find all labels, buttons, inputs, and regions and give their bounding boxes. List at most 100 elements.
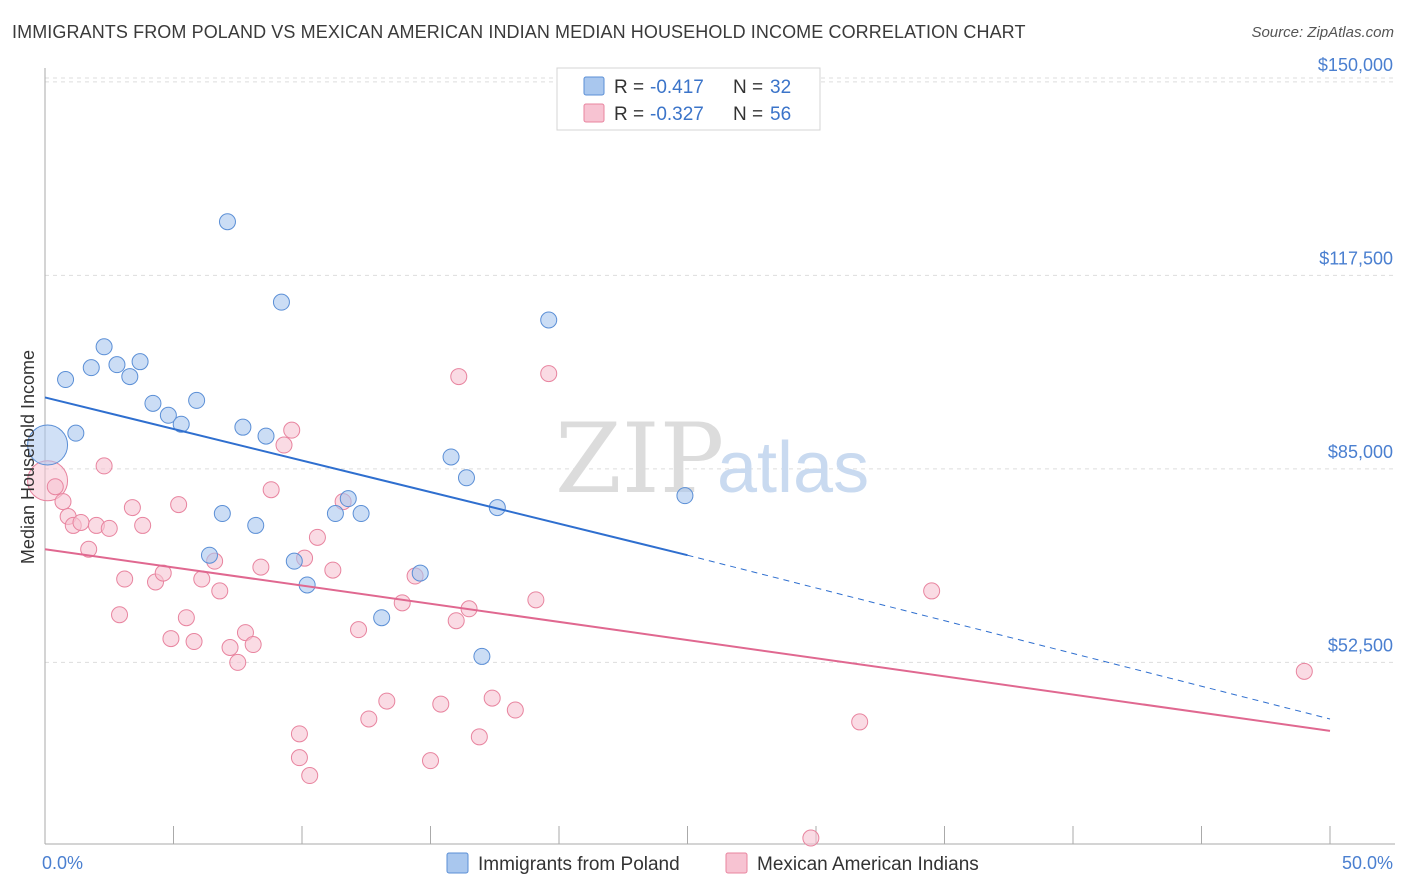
point-poland-19 (285, 552, 303, 570)
point-poland-15 (234, 418, 252, 436)
point-mexican-44 (470, 728, 488, 746)
point-mexican-25 (236, 624, 254, 642)
point-mexican-49 (301, 767, 319, 785)
point-mexican-38 (393, 594, 411, 612)
legend-r-label-poland: R = (614, 77, 644, 98)
trend-line-poland (44, 396, 688, 557)
point-mexican-17 (170, 496, 188, 514)
point-poland-28 (473, 647, 491, 665)
point-poland-0 (27, 424, 69, 466)
point-poland-11 (188, 391, 206, 409)
point-mexican-26 (244, 636, 262, 654)
point-poland-17 (257, 427, 275, 445)
point-mexican-45 (483, 689, 501, 707)
point-mexican-30 (283, 421, 301, 439)
point-poland-26 (442, 448, 460, 466)
trend-lines (44, 396, 1331, 732)
grid-lines (45, 77, 1395, 663)
point-poland-4 (95, 338, 113, 356)
watermark-atlas: atlas (717, 428, 869, 508)
point-poland-18 (272, 293, 290, 311)
point-mexican-37 (378, 692, 396, 710)
point-mexican-47 (527, 591, 545, 609)
x-tick-left: 0.0% (42, 853, 83, 873)
point-poland-7 (131, 353, 149, 371)
legend-n-value-mexican: 56 (770, 104, 791, 125)
point-mexican-5 (72, 513, 90, 531)
point-poland-27 (457, 469, 475, 487)
correlation-legend: R = -0.417 N = 32 R = -0.327 N = 56 (556, 67, 821, 131)
point-poland-23 (352, 505, 370, 523)
point-mexican-42 (447, 612, 465, 630)
legend-n-label-mexican: N = (733, 104, 763, 125)
point-mexican-29 (275, 436, 293, 454)
point-mexican-19 (185, 633, 203, 651)
point-mexican-2 (54, 493, 72, 511)
point-poland-3 (82, 359, 100, 377)
watermark-zip: ZIP (555, 403, 724, 515)
legend-r-value-mexican: -0.327 (650, 104, 704, 125)
point-mexican-53 (802, 829, 820, 847)
point-poland-9 (159, 406, 177, 424)
point-mexican-24 (229, 653, 247, 671)
point-mexican-27 (252, 558, 270, 576)
point-poland-25 (411, 564, 429, 582)
point-mexican-18 (177, 609, 195, 627)
y-axis-title: Median Household Income (18, 350, 38, 564)
chart-title: IMMIGRANTS FROM POLAND VS MEXICAN AMERIC… (12, 22, 1026, 42)
series-swatch-poland (446, 852, 469, 874)
point-mexican-28 (262, 481, 280, 499)
point-mexican-52 (450, 368, 468, 386)
point-poland-24 (373, 609, 391, 627)
point-mexican-41 (432, 695, 450, 713)
point-mexican-6 (80, 540, 98, 558)
series-legend: Immigrants from Poland Mexican American … (446, 852, 979, 875)
y-tick-labels: $150,000 $117,500 $85,000 $52,500 (1318, 55, 1393, 656)
point-poland-13 (200, 546, 218, 564)
point-mexican-22 (211, 582, 229, 600)
point-poland-8 (144, 394, 162, 412)
axes (44, 68, 1395, 845)
point-mexican-20 (193, 570, 211, 588)
point-mexican-11 (116, 570, 134, 588)
x-tick-right: 50.0% (1342, 853, 1393, 873)
series-swatch-mexican (725, 852, 748, 874)
point-poland-2 (67, 424, 85, 442)
point-poland-14 (213, 505, 231, 523)
point-mexican-1 (46, 478, 64, 496)
point-mexican-10 (111, 606, 129, 624)
legend-swatch-poland (583, 76, 605, 96)
point-mexican-55 (923, 582, 941, 600)
legend-n-label-poland: N = (733, 77, 763, 98)
legend-swatch-mexican (583, 103, 605, 123)
legend-r-value-poland: -0.417 (650, 77, 704, 98)
series-name-poland: Immigrants from Poland (478, 854, 680, 875)
legend-n-value-poland: 32 (770, 77, 791, 98)
point-poland-30 (540, 311, 558, 329)
point-poland-21 (326, 505, 344, 523)
legend-r-label-mexican: R = (614, 104, 644, 125)
point-poland-6 (121, 368, 139, 386)
point-mexican-56 (1295, 662, 1313, 680)
point-poland-5 (108, 356, 126, 374)
point-mexican-48 (290, 725, 308, 743)
point-mexican-33 (324, 561, 342, 579)
data-points (27, 213, 1313, 847)
series-name-mexican: Mexican American Indians (757, 854, 979, 875)
point-mexican-51 (540, 365, 558, 383)
point-mexican-50 (290, 749, 308, 767)
point-mexican-9 (100, 519, 118, 537)
y-tick-label-1: $117,500 (1319, 248, 1393, 268)
point-poland-10 (172, 415, 190, 433)
point-mexican-54 (851, 713, 869, 731)
point-poland-1 (57, 371, 75, 389)
point-mexican-12 (123, 499, 141, 517)
point-mexican-40 (422, 752, 439, 770)
watermark: ZIP atlas (555, 403, 869, 515)
y-tick-label-0: $150,000 (1318, 55, 1393, 75)
point-mexican-36 (360, 710, 378, 728)
point-mexican-35 (350, 621, 368, 639)
y-tick-label-2: $85,000 (1328, 442, 1393, 462)
point-poland-16 (247, 516, 265, 534)
